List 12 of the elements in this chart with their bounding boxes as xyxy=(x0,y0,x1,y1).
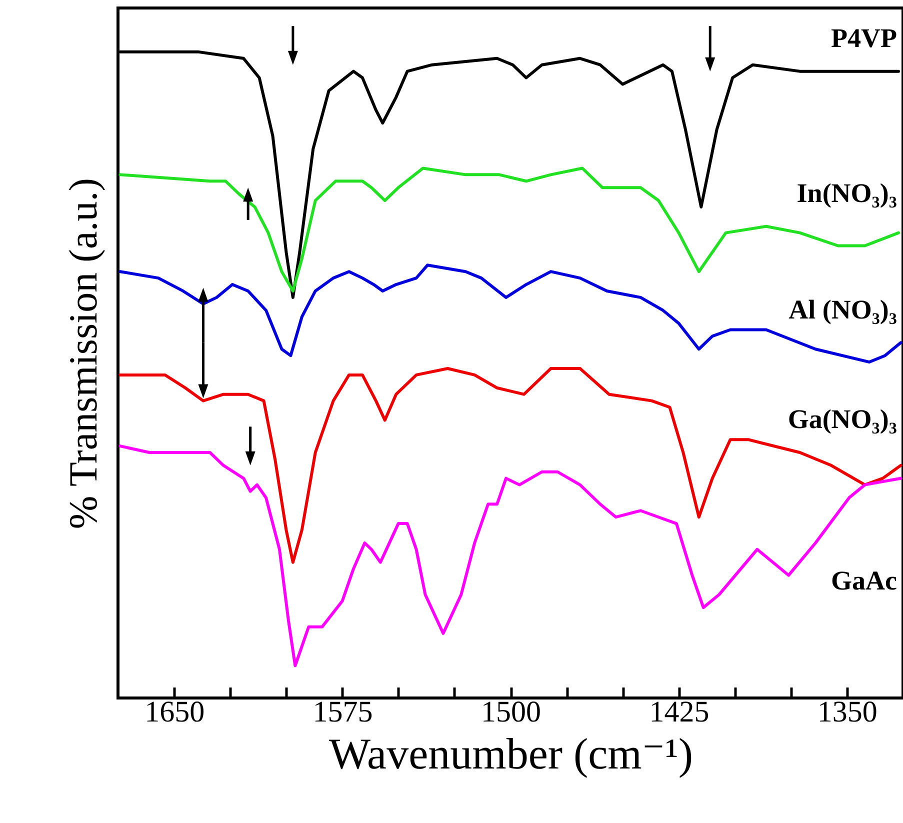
x-tick-label: 1575 xyxy=(312,696,373,728)
x-tick-label: 1500 xyxy=(481,696,541,728)
series-label: GaAc xyxy=(831,566,898,596)
x-tick-label: 1425 xyxy=(649,696,710,728)
x-tick-label: 1350 xyxy=(817,696,878,728)
series-label: Al (NO₃)₃ xyxy=(788,294,897,324)
series-label: Ga(NO₃)₃ xyxy=(788,404,897,434)
y-axis-title: % Transmission (a.u.) xyxy=(60,178,106,530)
series-label: P4VP xyxy=(831,23,897,54)
series-label: In(NO₃)₃ xyxy=(796,178,897,208)
x-axis-title: Wavenumber (cm⁻¹) xyxy=(329,730,693,778)
x-tick-label: 1650 xyxy=(144,696,205,728)
